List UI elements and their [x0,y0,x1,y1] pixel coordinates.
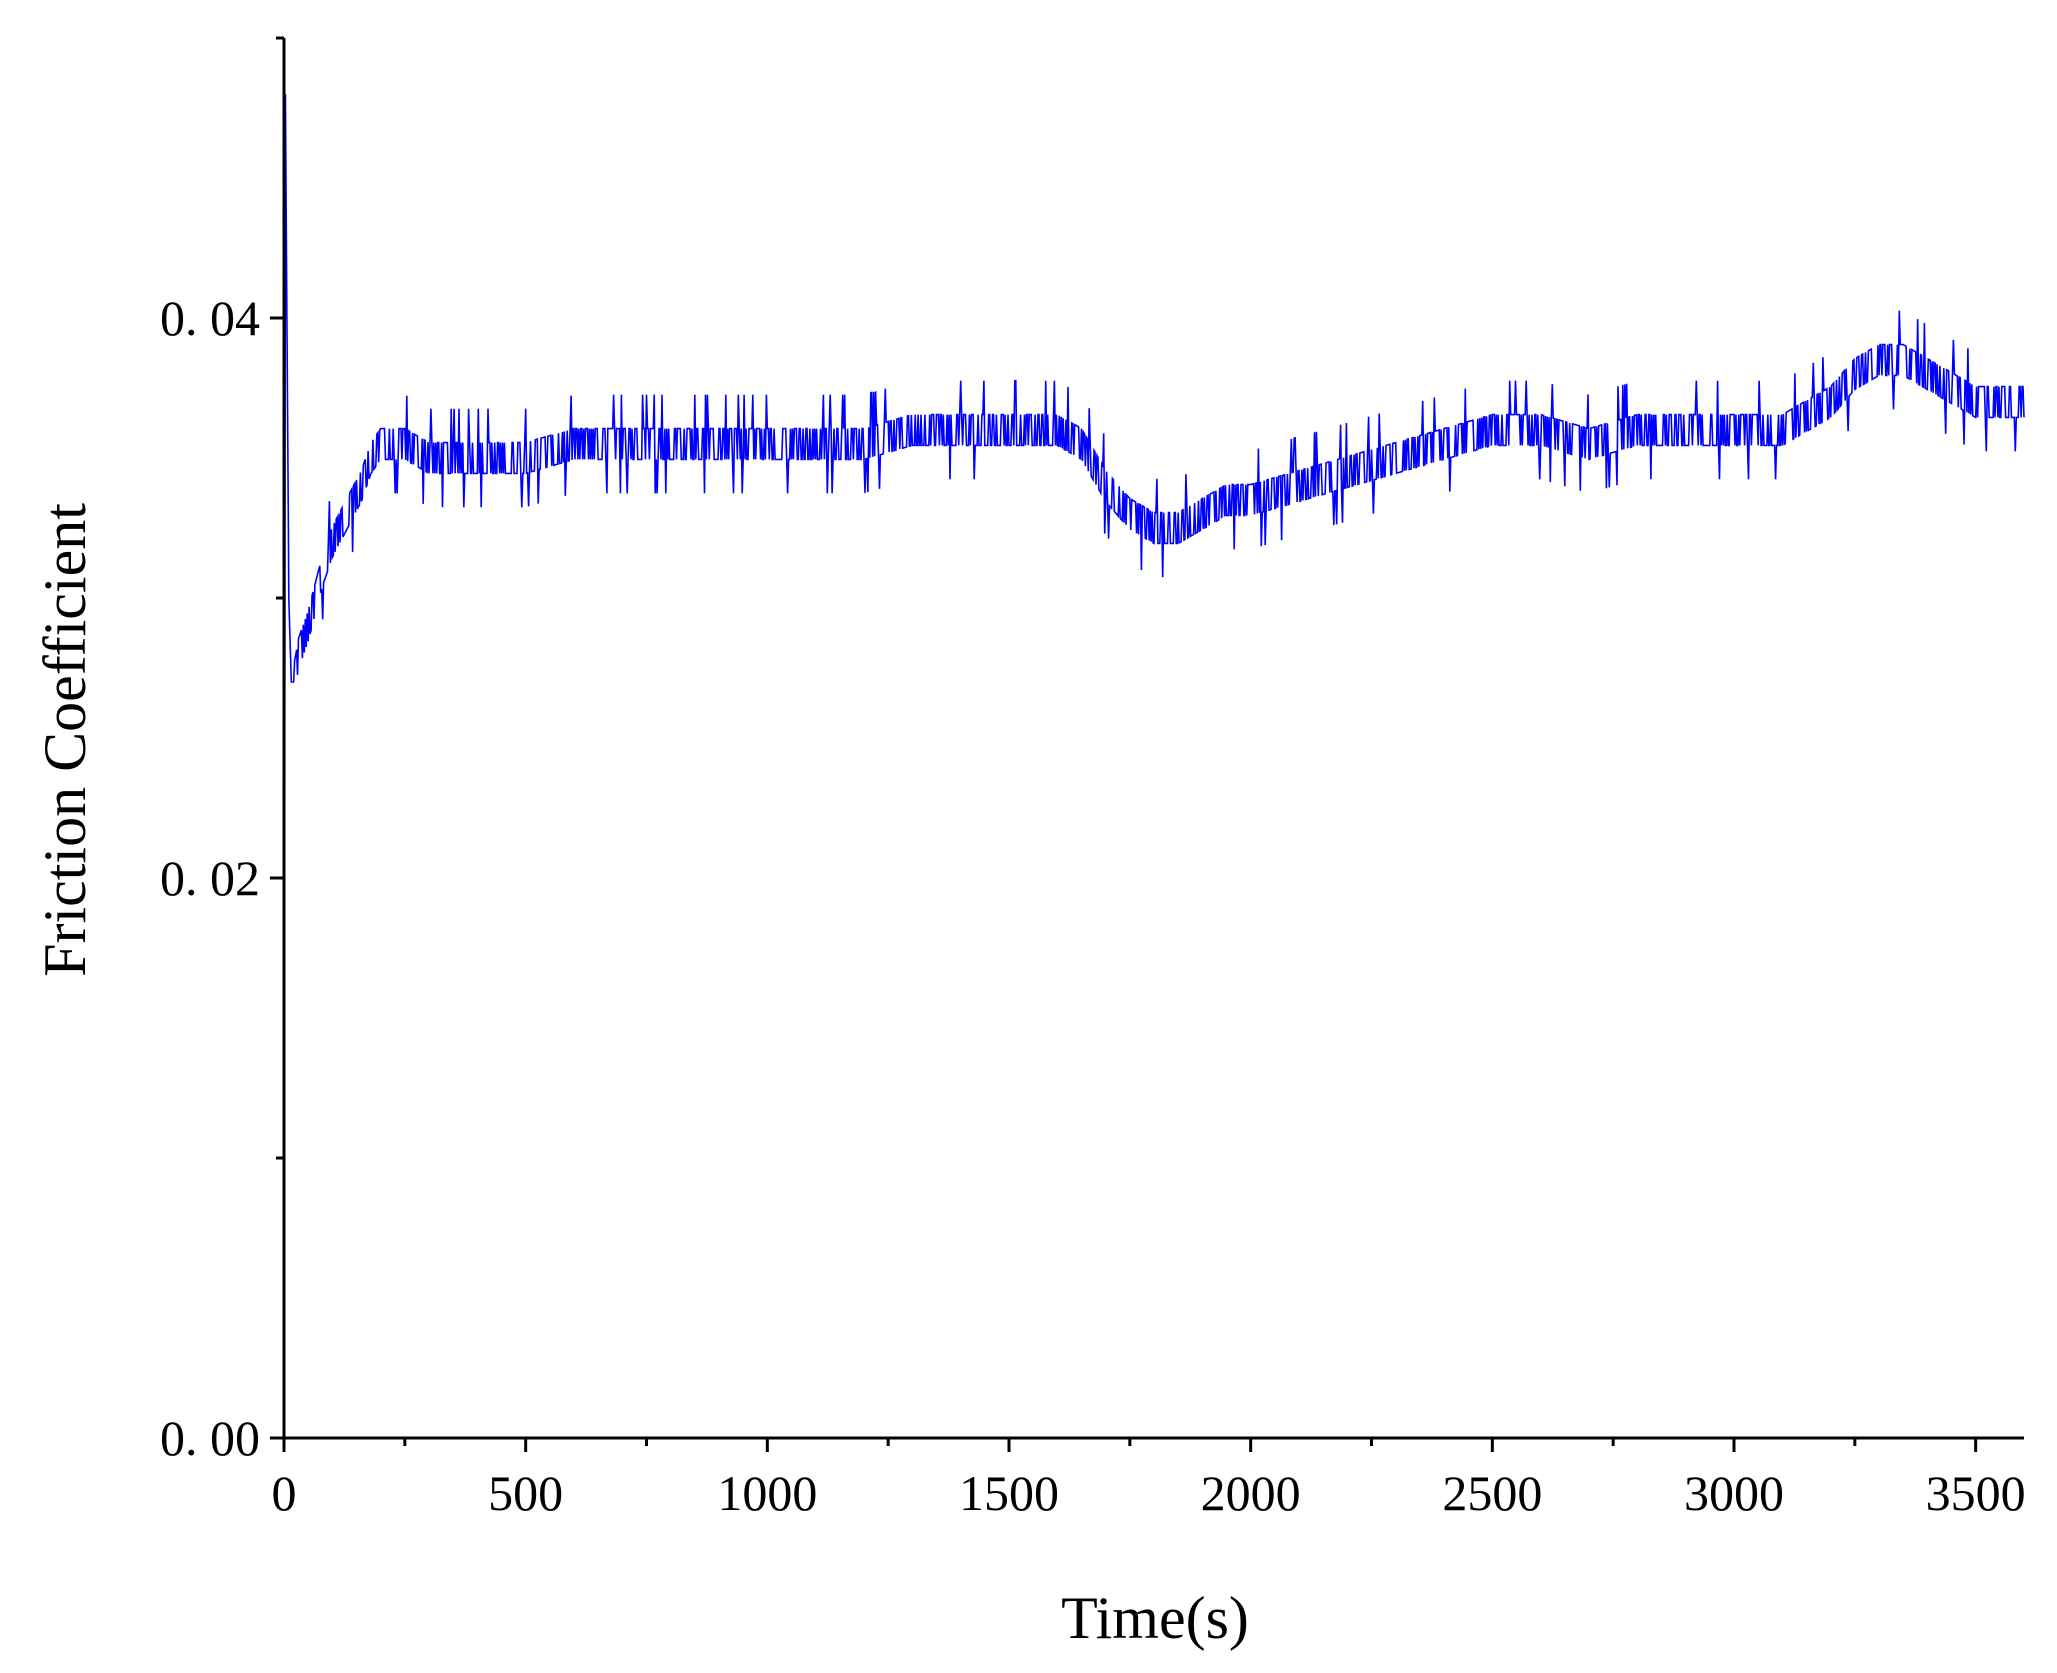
x-tick-label: 500 [488,1465,563,1521]
axes-group [270,36,2024,1452]
y-tick-label: 0. 00 [160,1410,260,1466]
x-tick-label: 2500 [1442,1465,1542,1521]
x-tick-label: 1000 [717,1465,817,1521]
y-tick-label: 0. 02 [160,850,260,906]
y-tick-label: 0. 04 [160,290,260,346]
series-line-0 [283,93,2025,1439]
x-axis-title: Time(s) [1061,1585,1249,1651]
x-tick-label: 3500 [1926,1465,2026,1521]
x-tick-label: 3000 [1684,1465,1784,1521]
x-tick-label: 0 [272,1465,297,1521]
x-tick-label: 2000 [1201,1465,1301,1521]
y-axis-title: Friction Coefficient [32,503,98,977]
tick-labels-group: 0 500 1000 1500 2000 2500 3000 3500 0. 00 0. 02 0.… [160,290,2026,1521]
plot-series-group [283,93,2025,1439]
x-tick-label: 1500 [959,1465,1059,1521]
